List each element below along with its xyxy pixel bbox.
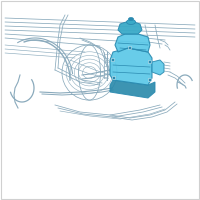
- Polygon shape: [110, 48, 152, 85]
- Polygon shape: [110, 80, 155, 98]
- Circle shape: [112, 76, 116, 80]
- Circle shape: [148, 60, 152, 64]
- Polygon shape: [118, 22, 142, 34]
- Polygon shape: [115, 34, 150, 52]
- Circle shape: [148, 78, 152, 82]
- Polygon shape: [152, 60, 164, 75]
- Circle shape: [111, 58, 115, 62]
- Ellipse shape: [127, 20, 136, 24]
- Ellipse shape: [128, 18, 134, 21]
- Circle shape: [128, 46, 132, 50]
